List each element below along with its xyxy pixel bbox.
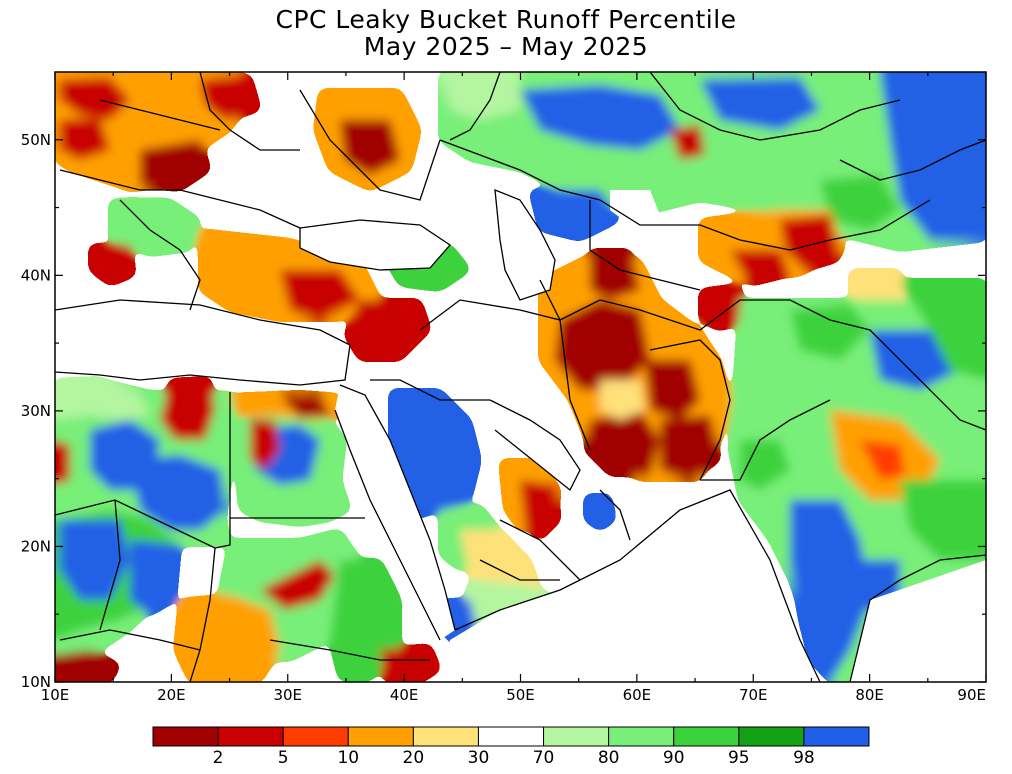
lon-tick-label: 70E: [739, 686, 768, 704]
lon-tick-label: 10E: [41, 686, 70, 704]
colorbar-box: [738, 726, 805, 747]
black-sea: [300, 220, 450, 270]
colorbar-label: 10: [337, 748, 359, 768]
lon-tick-label: 40E: [390, 686, 419, 704]
water-bodies: [55, 190, 986, 682]
colorbar-box: [543, 726, 610, 747]
axis-ticks: [54, 72, 987, 683]
colorbar-box: [673, 726, 740, 747]
lon-tick-label: 90E: [957, 686, 986, 704]
lat-tick-label: 10N: [21, 673, 51, 691]
colorbar-label: 70: [533, 748, 555, 768]
bay-of-bengal: [850, 560, 986, 682]
colorbar-label: 2: [213, 748, 224, 768]
lat-tick-label: 40N: [21, 266, 51, 284]
colorbar-label: 80: [598, 748, 620, 768]
colorbar-box: [217, 726, 284, 747]
colorbar-label: 90: [663, 748, 685, 768]
lat-tick-label: 50N: [21, 131, 51, 149]
colorbar-label: 98: [793, 748, 815, 768]
caspian-sea: [495, 190, 555, 300]
lat-tick-label: 30N: [21, 402, 51, 420]
colorbar-label: 5: [278, 748, 289, 768]
colorbar-box: [282, 726, 349, 747]
lon-tick-label: 30E: [273, 686, 302, 704]
boundaries: [55, 72, 986, 682]
latitude-labels: 10N 20N 30N 40N 50N: [21, 131, 51, 691]
colorbar-label: 20: [403, 748, 425, 768]
colorbar-label: 95: [728, 748, 750, 768]
lon-tick-label: 60E: [623, 686, 652, 704]
mediterranean-sea: [55, 300, 350, 385]
colorbar-box: [152, 726, 219, 747]
colorbar-box: [347, 726, 414, 747]
colorbar: 2 5 10 20 30 70 80 90 95 98: [152, 726, 870, 768]
map-area: [55, 72, 986, 682]
persian-gulf: [490, 400, 580, 490]
lat-tick-label: 20N: [21, 537, 51, 555]
aral-sea: [610, 190, 660, 225]
colorbar-box: [608, 726, 675, 747]
arabian-sea: [440, 490, 820, 682]
colorbar-box: [803, 726, 870, 747]
lon-tick-label: 20E: [157, 686, 186, 704]
lon-tick-label: 50E: [506, 686, 535, 704]
longitude-labels: 10E 20E 30E 40E 50E 60E 70E 80E 90E: [41, 686, 986, 704]
red-sea: [335, 385, 455, 640]
map-title: CPC Leaky Bucket Runoff Percentile: [275, 5, 737, 34]
colorbar-box: [477, 726, 545, 747]
colorbar-label: 30: [468, 748, 490, 768]
map-subtitle: May 2025 – May 2025: [363, 32, 649, 61]
lon-tick-label: 80E: [855, 686, 884, 704]
colorbar-box: [412, 726, 479, 747]
